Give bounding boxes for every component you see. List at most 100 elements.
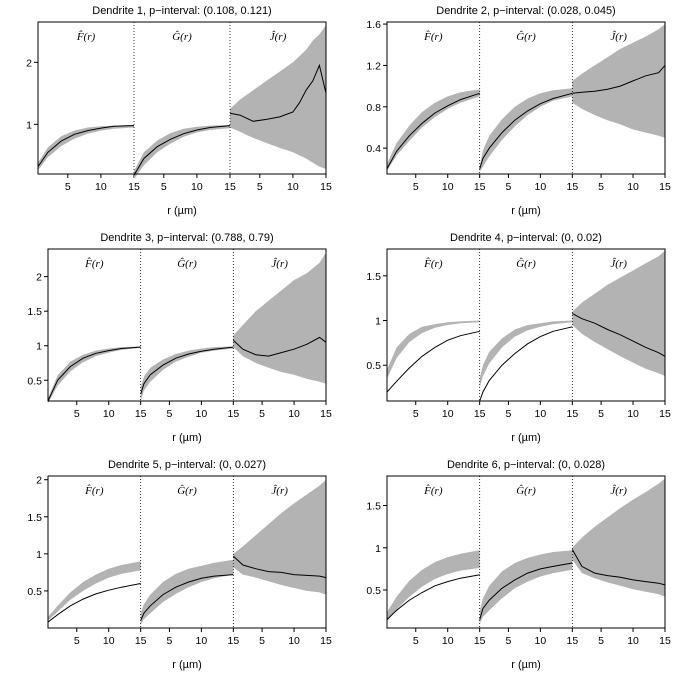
observed-line (386, 330, 480, 393)
chart-5: Dendrite 5, p−interval: (0, 0.027) F̂(r) 5… (27, 459, 332, 671)
function-label: Ĝ(r) (516, 31, 536, 43)
x-tick-label: 5 (65, 181, 71, 193)
x-tick-label: 5 (598, 181, 604, 193)
observed-line (37, 125, 135, 167)
x-tick-label: 5 (74, 408, 80, 420)
function-label: F̂(r) (84, 257, 104, 270)
observed-line (479, 92, 573, 169)
observed-line (479, 562, 573, 620)
observed-line (229, 63, 327, 122)
chart-3: Dendrite 3, p−interval: (0.788, 0.79) F̂(… (27, 232, 332, 444)
x-axis-label: r (µm) (511, 205, 541, 217)
x-tick-label: 15 (474, 408, 486, 420)
observed-line (47, 346, 141, 402)
envelope-band (479, 88, 573, 172)
chart-2: Dendrite 2, p−interval: (0.028, 0.045) F̂… (366, 5, 671, 217)
chart-title: Dendrite 4, p−interval: (0, 0.02) (450, 232, 602, 244)
function-label: Ĵ(r) (610, 485, 627, 497)
envelope-band (479, 550, 573, 624)
x-tick-label: 5 (413, 635, 419, 647)
y-tick-label: 1.5 (27, 512, 42, 524)
y-tick-label: 0.4 (366, 143, 381, 155)
plot-frame (386, 21, 666, 175)
function-label: Ĝ(r) (516, 258, 536, 270)
panel-3: Ĵ(r) 5 10 15 (232, 249, 332, 420)
plot-frame (47, 475, 327, 629)
observed-line (133, 125, 231, 176)
y-tick-label: 0.5 (27, 586, 42, 598)
x-tick-label: 10 (627, 635, 639, 647)
function-label: Ĵ(r) (610, 31, 627, 43)
x-tick-label: 15 (659, 181, 671, 193)
function-label: Ĝ(r) (177, 258, 197, 270)
envelope-band (230, 25, 326, 169)
function-label: Ĝ(r) (516, 485, 536, 497)
observed-line (232, 336, 327, 357)
x-tick-label: 15 (659, 635, 671, 647)
x-tick-label: 10 (196, 635, 208, 647)
envelope-band (572, 250, 665, 376)
panel-2: Ĝ(r) 5 10 15 (140, 476, 239, 647)
y-tick-label: 2 (36, 475, 42, 487)
x-tick-label: 15 (224, 181, 236, 193)
x-tick-label: 15 (227, 408, 239, 420)
chart-6: Dendrite 6, p−interval: (0, 0.028) F̂(r) 5… (366, 459, 671, 671)
panel-1: F̂(r) 5 10 15 (386, 484, 486, 647)
x-tick-label: 10 (196, 408, 208, 420)
panel-2: Ĝ(r) 5 10 15 (479, 249, 578, 420)
x-tick-label: 5 (413, 408, 419, 420)
function-label: Ĵ(r) (271, 258, 288, 270)
envelope-band (387, 89, 480, 171)
x-tick-label: 5 (506, 408, 512, 420)
x-tick-label: 15 (135, 635, 147, 647)
observed-line (386, 574, 480, 620)
chart-title: Dendrite 1, p−interval: (0.108, 0.121) (92, 5, 271, 17)
plot-frame (47, 248, 327, 402)
envelope-band (140, 346, 234, 401)
x-tick-label: 10 (288, 635, 300, 647)
chart-title: Dendrite 6, p−interval: (0, 0.028) (447, 459, 605, 471)
plot-frame (386, 475, 666, 629)
x-axis-label: r (µm) (167, 205, 197, 217)
envelope-band (48, 561, 141, 621)
y-tick-label: 1.5 (27, 306, 42, 318)
y-tick-label: 1 (36, 341, 42, 353)
x-tick-label: 10 (442, 408, 454, 420)
x-axis-label: r (µm) (172, 659, 202, 671)
x-tick-label: 15 (566, 408, 578, 420)
function-label: F̂(r) (423, 484, 443, 497)
x-axis-label: r (µm) (172, 432, 202, 444)
observed-line (47, 583, 141, 623)
observed-line (572, 65, 666, 94)
x-tick-label: 10 (442, 635, 454, 647)
x-tick-label: 5 (506, 181, 512, 193)
function-label: Ĵ(r) (610, 258, 627, 270)
x-tick-label: 10 (627, 408, 639, 420)
x-tick-label: 15 (227, 635, 239, 647)
observed-line (140, 346, 234, 395)
observed-line (140, 574, 234, 621)
x-tick-label: 15 (474, 181, 486, 193)
y-tick-label: 1.5 (366, 271, 381, 283)
x-tick-label: 5 (259, 408, 265, 420)
function-label: Ĝ(r) (172, 31, 192, 43)
y-tick-label: 0.5 (366, 360, 381, 372)
envelope-band (233, 479, 326, 595)
panel-2: Ĝ(r) 5 10 15 (133, 22, 236, 193)
panel-3: Ĵ(r) 5 10 15 (229, 22, 332, 193)
panel-1: F̂(r) 5 10 15 (386, 257, 486, 420)
function-label: F̂(r) (423, 30, 443, 43)
function-label: F̂(r) (84, 484, 104, 497)
x-tick-label: 15 (320, 408, 332, 420)
y-tick-label: 0.5 (27, 375, 42, 387)
x-tick-label: 15 (566, 181, 578, 193)
function-label: Ĝ(r) (177, 485, 197, 497)
observed-line (386, 92, 480, 170)
envelope-band (48, 346, 141, 404)
x-tick-label: 5 (257, 181, 263, 193)
panel-3: Ĵ(r) 5 10 15 (571, 476, 671, 647)
x-tick-label: 10 (191, 181, 203, 193)
y-tick-label: 1 (375, 316, 381, 328)
envelope-band (233, 252, 326, 384)
x-tick-label: 5 (167, 408, 173, 420)
